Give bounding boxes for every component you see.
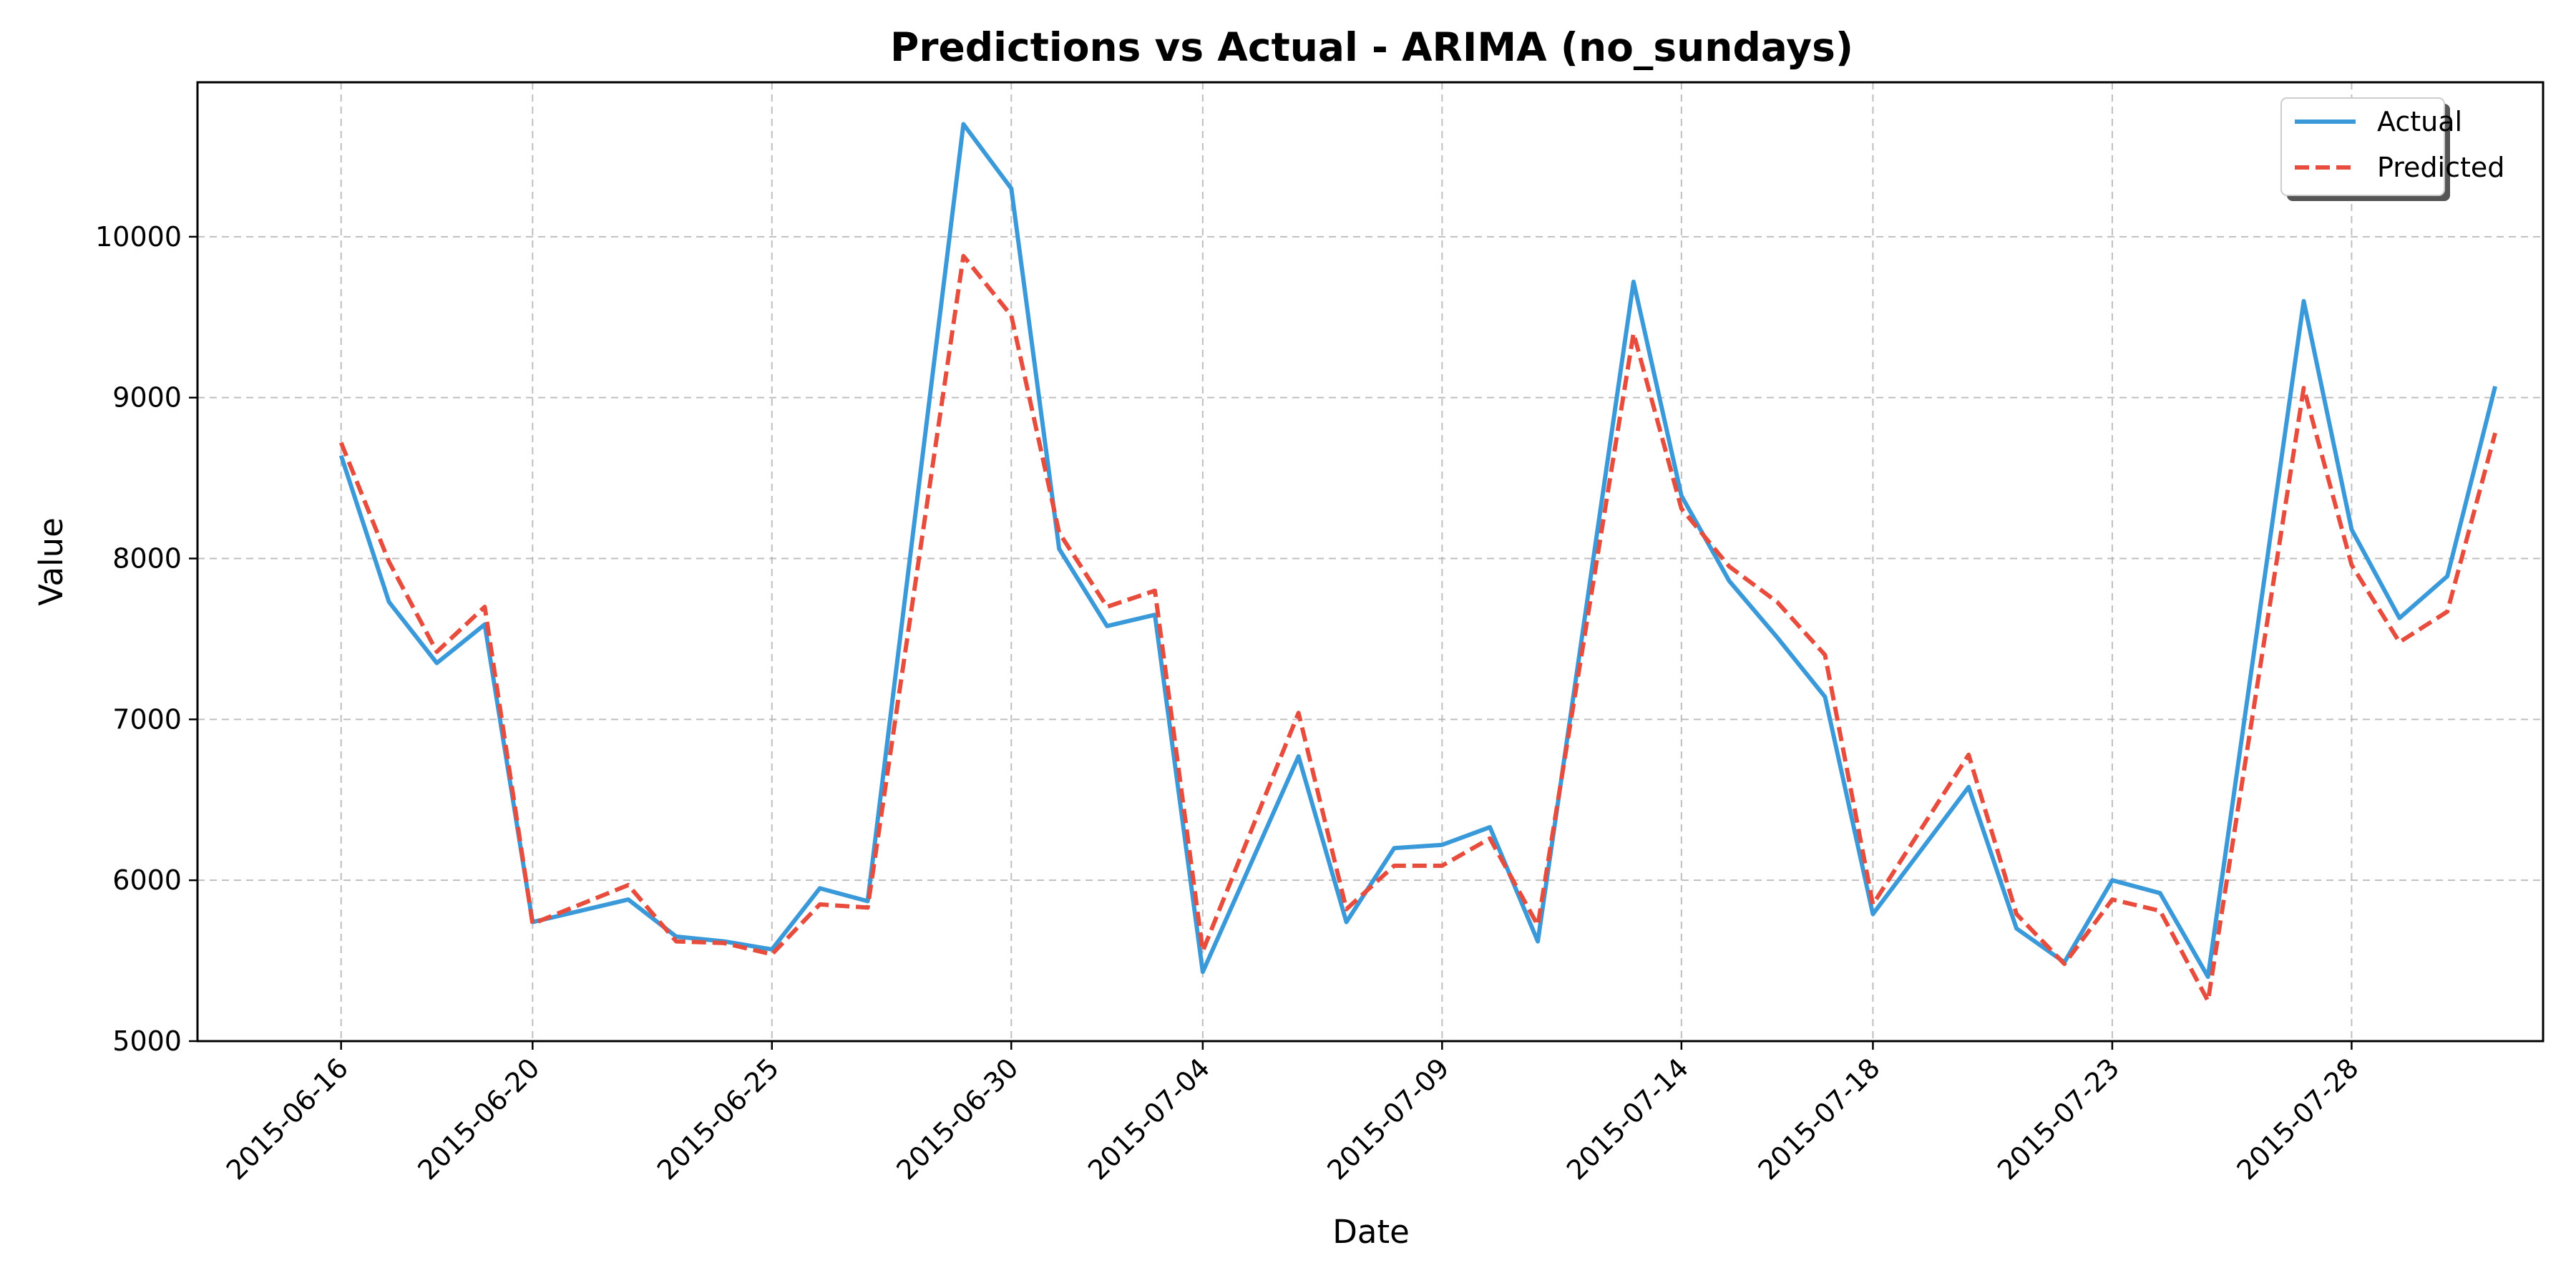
series-line-actual: [338, 122, 2498, 980]
legend-label-actual: Actual: [2377, 106, 2462, 137]
y-tick-label: 8000: [112, 543, 182, 575]
x-axis-label: Date: [1332, 1213, 1410, 1251]
series-layer: [338, 122, 2498, 1003]
y-tick-label: 10000: [95, 221, 182, 253]
series-line-predicted: [338, 253, 2497, 1003]
plot-frame: [196, 81, 2545, 1043]
y-tick-label: 6000: [112, 864, 182, 896]
y-axis-label: Value: [32, 517, 70, 606]
grid-layer: [197, 82, 2543, 1042]
chart-title: Predictions vs Actual - ARIMA (no_sunday…: [890, 24, 1853, 70]
legend: Actual Predicted: [2280, 97, 2504, 201]
y-tick-label: 9000: [112, 382, 182, 414]
y-tick-label: 5000: [112, 1025, 182, 1057]
legend-label-predicted: Predicted: [2377, 152, 2504, 183]
y-tick-label: 7000: [112, 703, 182, 735]
